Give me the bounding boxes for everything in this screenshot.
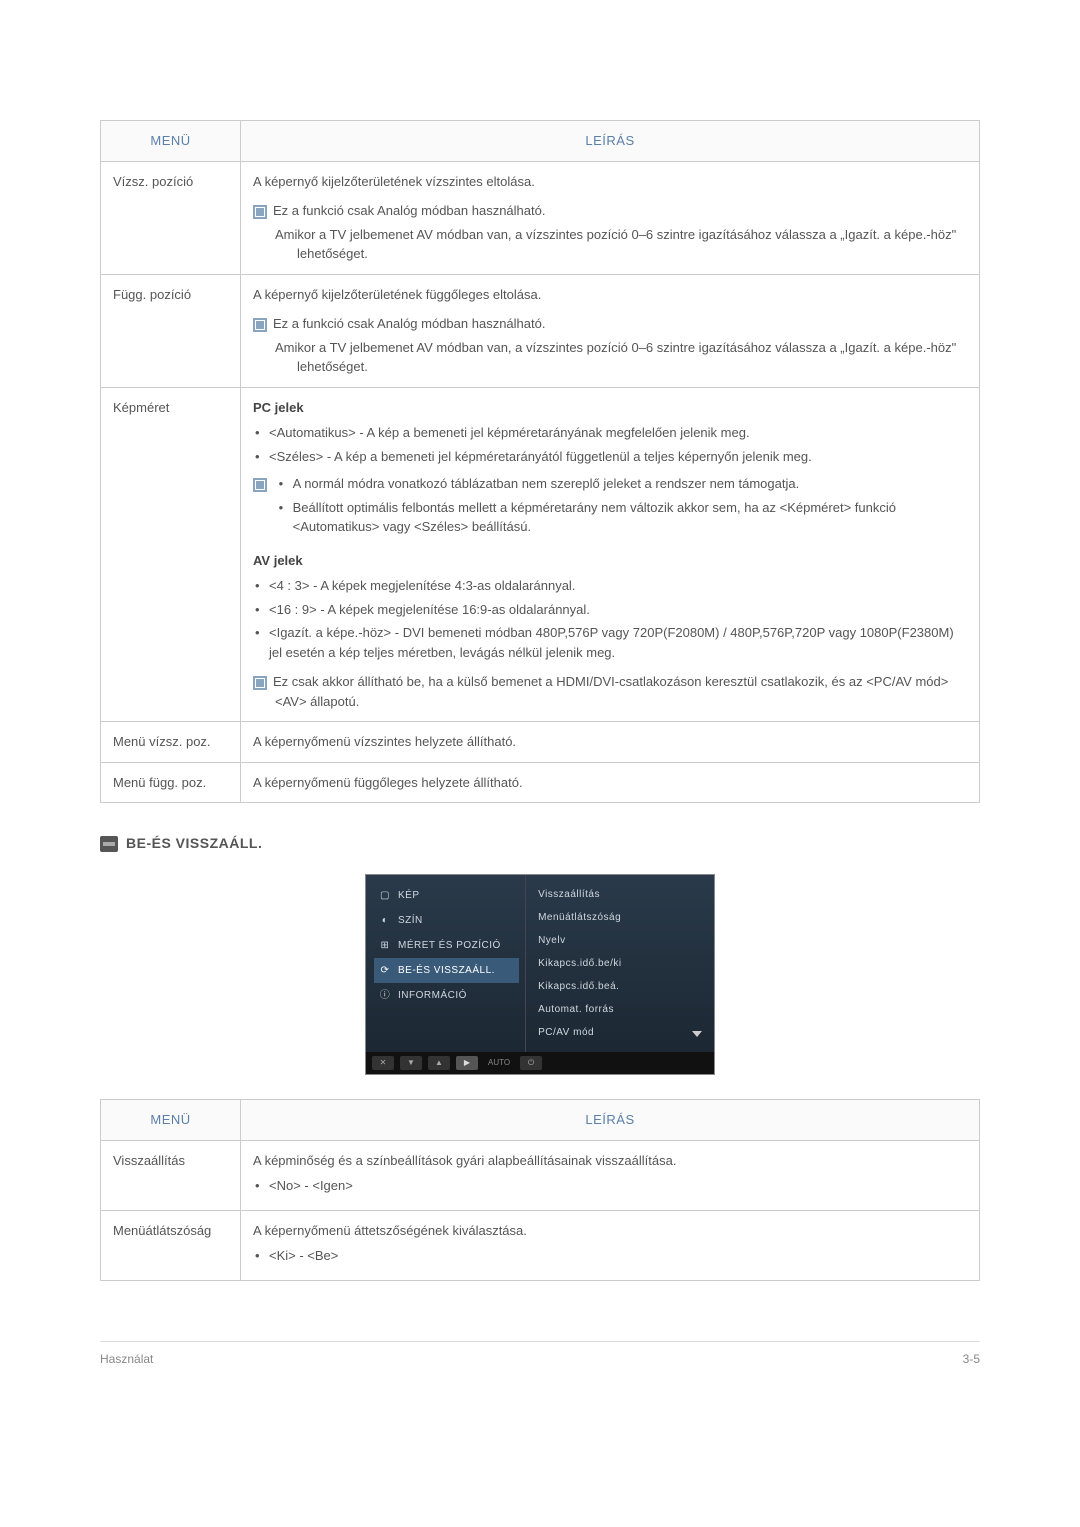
settings-table-2: MENÜ LEÍRÁS Visszaállítás A képminőség é…	[100, 1099, 980, 1281]
row-desc: A képernyőmenü áttetszőségének kiválaszt…	[253, 1221, 967, 1241]
size-position-icon: ⊞	[378, 939, 392, 953]
osd-menu-item-selected: ⟳BE-ÉS VISSZAÁLL.	[374, 958, 519, 983]
note-block: Ez csak akkor állítható be, ha a külső b…	[253, 672, 967, 711]
note-icon	[253, 205, 267, 219]
osd-right-panel: Visszaállítás Menüátlátszóság Nyelv Kika…	[526, 875, 714, 1052]
row-desc: A képernyő kijelzőterületének függőleges…	[253, 285, 967, 305]
row-label: Képméret	[101, 387, 241, 722]
table-row: Menüátlátszóság A képernyőmenü áttetszős…	[101, 1210, 980, 1280]
osd-submenu-item: PC/AV mód	[534, 1021, 706, 1044]
note-text: Ez a funkció csak Analóg módban használh…	[273, 203, 545, 218]
osd-submenu-item: Kikapcs.idő.be/ki	[534, 952, 706, 975]
osd-submenu-item: Nyelv	[534, 929, 706, 952]
color-icon: ◐	[378, 914, 392, 928]
row-label: Vízsz. pozíció	[101, 161, 241, 274]
table-row: Vízsz. pozíció A képernyő kijelzőterület…	[101, 161, 980, 274]
footer-left: Használat	[100, 1350, 153, 1368]
osd-submenu-item: Visszaállítás	[534, 883, 706, 906]
footer-right: 3-5	[963, 1350, 980, 1368]
osd-menu-item: ▢KÉP	[374, 883, 519, 908]
osd-exit-icon: ✕	[372, 1056, 394, 1070]
picture-icon: ▢	[378, 889, 392, 903]
row-desc-cell: PC jelek <Automatikus> - A kép a bemenet…	[241, 387, 980, 722]
table-row: Függ. pozíció A képernyő kijelzőterületé…	[101, 274, 980, 387]
row-desc-cell: A képernyő kijelzőterületének függőleges…	[241, 274, 980, 387]
col-header-desc: LEÍRÁS	[241, 1100, 980, 1141]
av-list: <4 : 3> - A képek megjelenítése 4:3-as o…	[253, 576, 967, 662]
col-header-menu: MENÜ	[101, 121, 241, 162]
table-row: Menü vízsz. poz. A képernyőmenü vízszint…	[101, 722, 980, 763]
section-title-text: BE-ÉS VISSZAÁLL.	[126, 835, 262, 851]
list-item: <Széles> - A kép a bemeneti jel képméret…	[253, 447, 967, 467]
list-item: A normál módra vonatkozó táblázatban nem…	[277, 474, 967, 494]
table-row: Visszaállítás A képminőség és a színbeál…	[101, 1140, 980, 1210]
row-label: Menü vízsz. poz.	[101, 722, 241, 763]
row-desc: A képernyőmenü vízszintes helyzete állít…	[241, 722, 980, 763]
pc-list: <Automatikus> - A kép a bemeneti jel kép…	[253, 423, 967, 466]
reset-section-icon	[100, 836, 118, 852]
osd-menu-item: ◐SZÍN	[374, 908, 519, 933]
note-text: Ez a funkció csak Analóg módban használh…	[273, 316, 545, 331]
row-label: Visszaállítás	[101, 1140, 241, 1210]
list-item: <4 : 3> - A képek megjelenítése 4:3-as o…	[253, 576, 967, 596]
pc-title: PC jelek	[253, 398, 967, 418]
list-item: <Igazít. a képe.-höz> - DVI bemeneti mód…	[253, 623, 967, 662]
note-icon	[253, 478, 267, 492]
col-header-menu: MENÜ	[101, 1100, 241, 1141]
note-block: Ez a funkció csak Analóg módban használh…	[253, 314, 967, 377]
osd-power-icon: ⏻	[520, 1056, 542, 1070]
list-item: <No> - <Igen>	[253, 1176, 967, 1196]
section-title: BE-ÉS VISSZAÁLL.	[100, 833, 980, 854]
osd-submenu-item: Menüátlátszóság	[534, 906, 706, 929]
page-footer: Használat 3-5	[100, 1341, 980, 1368]
settings-icon: ⟳	[378, 964, 392, 978]
row-label: Menüátlátszóság	[101, 1210, 241, 1280]
row-label: Menü függ. poz.	[101, 762, 241, 803]
row-desc-cell: A képminőség és a színbeállítások gyári …	[241, 1140, 980, 1210]
note-block: A normál módra vonatkozó táblázatban nem…	[253, 474, 967, 541]
list-item: Beállított optimális felbontás mellett a…	[277, 498, 967, 537]
note-icon	[253, 318, 267, 332]
osd-left-panel: ▢KÉP ◐SZÍN ⊞MÉRET ÉS POZÍCIÓ ⟳BE-ÉS VISS…	[366, 875, 526, 1052]
av-title: AV jelek	[253, 551, 967, 571]
note-block: Ez a funkció csak Analóg módban használh…	[253, 201, 967, 264]
table-row: Menü függ. poz. A képernyőmenü függőlege…	[101, 762, 980, 803]
osd-screenshot: ▢KÉP ◐SZÍN ⊞MÉRET ÉS POZÍCIÓ ⟳BE-ÉS VISS…	[365, 874, 715, 1075]
osd-down-icon: ▼	[400, 1056, 422, 1070]
col-header-desc: LEÍRÁS	[241, 121, 980, 162]
row-label: Függ. pozíció	[101, 274, 241, 387]
row-desc-cell: A képernyő kijelzőterületének vízszintes…	[241, 161, 980, 274]
osd-submenu-item: Kikapcs.idő.beá.	[534, 975, 706, 998]
osd-up-icon: ▲	[428, 1056, 450, 1070]
osd-menu-item: ⊞MÉRET ÉS POZÍCIÓ	[374, 933, 519, 958]
table-row: Képméret PC jelek <Automatikus> - A kép …	[101, 387, 980, 722]
row-desc-cell: A képernyőmenü áttetszőségének kiválaszt…	[241, 1210, 980, 1280]
osd-enter-icon: ▶	[456, 1056, 478, 1070]
osd-menu-item: ⓘINFORMÁCIÓ	[374, 983, 519, 1008]
list-item: <16 : 9> - A képek megjelenítése 16:9-as…	[253, 600, 967, 620]
list-item: <Automatikus> - A kép a bemeneti jel kép…	[253, 423, 967, 443]
settings-table-1: MENÜ LEÍRÁS Vízsz. pozíció A képernyő ki…	[100, 120, 980, 803]
note-text-2: Amikor a TV jelbemenet AV módban van, a …	[275, 225, 967, 264]
osd-submenu-item: Automat. forrás	[534, 998, 706, 1021]
row-desc: A képernyő kijelzőterületének vízszintes…	[253, 172, 967, 192]
osd-bottom-bar: ✕ ▼ ▲ ▶ AUTO ⏻	[366, 1052, 714, 1074]
note-text-2: Amikor a TV jelbemenet AV módban van, a …	[275, 338, 967, 377]
list-item: <Ki> - <Be>	[253, 1246, 967, 1266]
row-desc: A képernyőmenü függőleges helyzete állít…	[241, 762, 980, 803]
chevron-down-icon	[692, 1031, 702, 1037]
info-icon: ⓘ	[378, 989, 392, 1003]
note-text: Ez csak akkor állítható be, ha a külső b…	[273, 674, 948, 709]
note-icon	[253, 676, 267, 690]
row-desc: A képminőség és a színbeállítások gyári …	[253, 1151, 967, 1171]
osd-auto-label: AUTO	[484, 1057, 514, 1069]
